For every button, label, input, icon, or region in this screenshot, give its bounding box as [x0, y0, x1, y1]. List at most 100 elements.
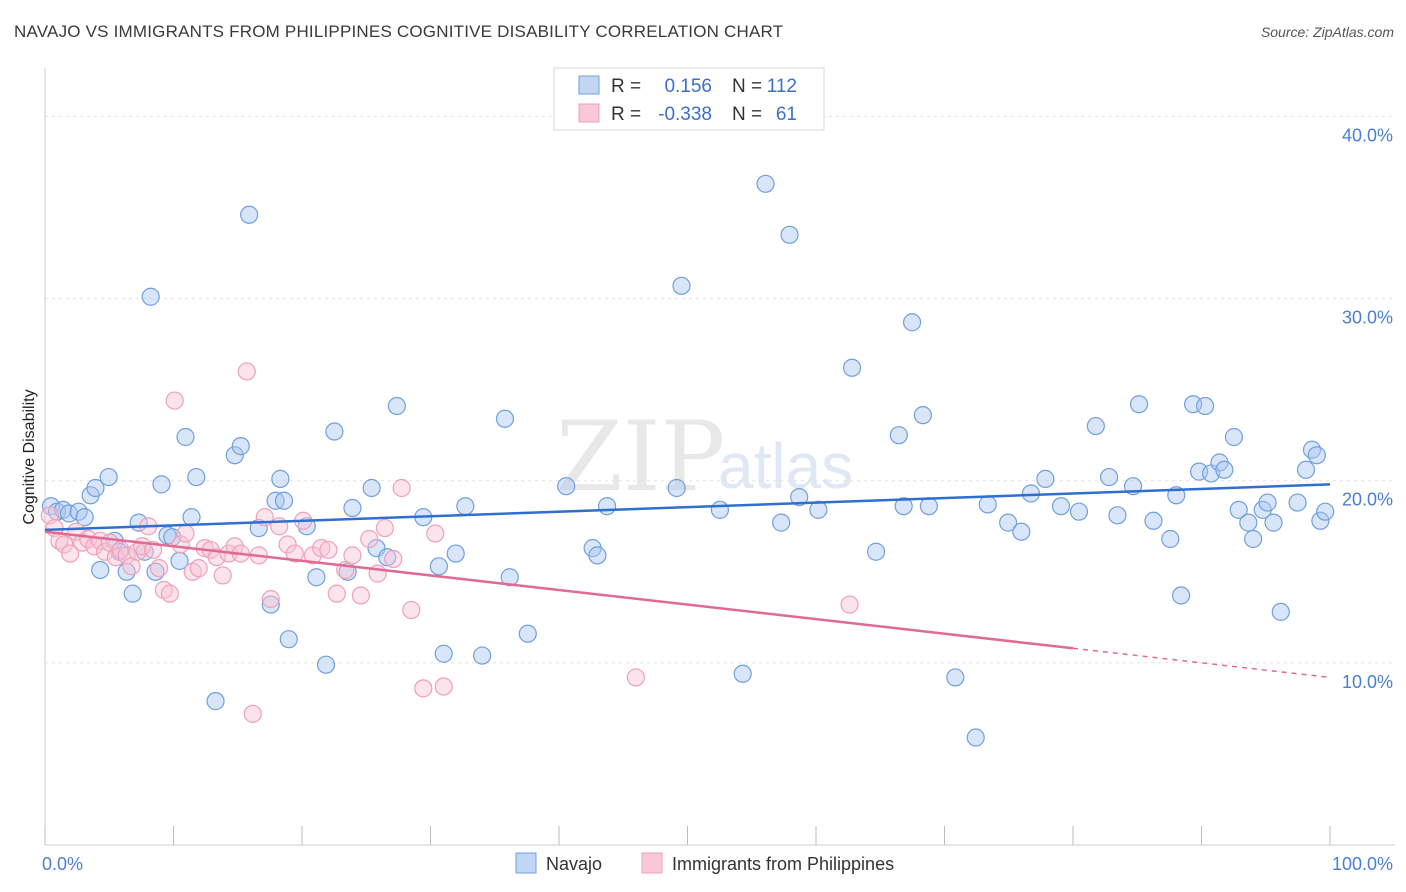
navajo-point	[597, 497, 617, 516]
navajo-point	[919, 497, 938, 516]
navajo-point	[518, 624, 537, 643]
navajo-point	[710, 500, 730, 519]
x-tick-label-max: 100.0%	[1332, 854, 1393, 874]
legend-swatch-philippines	[578, 103, 600, 123]
philippines-point	[392, 478, 411, 498]
navajo-point	[1302, 440, 1322, 459]
navajo-point	[1316, 502, 1335, 521]
philippines-point	[840, 595, 859, 614]
philippines-point	[243, 704, 262, 723]
navajo-point	[889, 426, 908, 445]
navajo-point	[343, 498, 362, 518]
navajo-point	[1051, 497, 1071, 516]
navajo-point	[913, 406, 932, 425]
philippines-point	[207, 548, 226, 567]
navajo-point	[261, 595, 280, 614]
watermark-zip: ZIP	[556, 401, 725, 513]
y-axis-label: Cognitive Disability	[21, 389, 38, 524]
chart-title: NAVAJO VS IMMIGRANTS FROM PHILIPPINES CO…	[14, 22, 784, 41]
navajo-point	[141, 287, 160, 306]
philippines-point	[176, 524, 195, 543]
navajo-point	[1271, 602, 1290, 621]
philippines-trend-extension	[1072, 647, 1331, 679]
navajo-point	[271, 469, 290, 488]
navajo-point	[1244, 529, 1263, 549]
navajo-point	[1161, 529, 1180, 549]
philippines-point	[360, 529, 379, 549]
navajo-point	[500, 568, 519, 587]
y-tick-label: 20.0%	[1342, 490, 1393, 510]
navajo-points	[41, 174, 1335, 747]
bottom-legend-swatch-navajo	[515, 852, 537, 874]
navajo-point	[99, 467, 118, 487]
navajo-point	[434, 644, 453, 663]
navajo-point	[978, 495, 997, 514]
navajo-point	[1012, 522, 1031, 541]
philippines-point	[626, 668, 645, 687]
navajo-point	[249, 518, 268, 538]
legend-n-value-1: 112	[767, 76, 797, 97]
philippines-point	[117, 546, 136, 565]
legend-n-label-2: N =	[732, 104, 762, 125]
navajo-point	[1288, 493, 1307, 512]
navajo-point	[429, 557, 449, 576]
philippines-point	[55, 535, 74, 554]
navajo-point	[999, 513, 1018, 532]
navajo-point	[1021, 484, 1041, 503]
bottom-legend-swatch-philippines	[641, 852, 663, 874]
philippines-point	[375, 518, 394, 538]
navajo-point	[1069, 502, 1089, 521]
navajo-point	[966, 728, 985, 747]
navajo-point	[316, 655, 336, 674]
navajo-point	[1264, 513, 1283, 532]
philippines-point	[285, 544, 304, 563]
philippines-point	[225, 537, 244, 556]
navajo-point	[1215, 460, 1234, 479]
navajo-point	[894, 497, 913, 516]
y-tick-label: 40.0%	[1342, 125, 1393, 145]
legend-r-value-2: -0.338	[658, 104, 712, 125]
navajo-point	[1099, 467, 1119, 487]
philippines-point	[426, 524, 445, 543]
navajo-point	[473, 646, 492, 665]
philippines-point	[213, 566, 232, 585]
philippines-point	[312, 539, 331, 558]
navajo-point	[182, 508, 201, 527]
philippines-point	[414, 679, 433, 698]
legend-r-value-1: 0.156	[664, 76, 712, 97]
philippines-point	[261, 590, 280, 609]
source-label: Source: ZipAtlas.com	[1260, 24, 1394, 40]
correlation-legend: R = 0.156 N = 112 R = -0.338 N = 61	[553, 67, 825, 131]
philippines-point	[149, 559, 169, 578]
philippines-point	[319, 540, 338, 560]
philippines-point	[237, 362, 256, 381]
navajo-point	[91, 560, 110, 580]
navajo-point	[456, 497, 475, 516]
legend-r-label-1: R =	[611, 76, 641, 97]
navajo-point	[1108, 506, 1127, 525]
navajo-point	[1129, 395, 1149, 414]
axes	[44, 68, 1395, 846]
navajo-point	[187, 467, 206, 487]
navajo-point	[557, 477, 576, 496]
navajo-point	[75, 508, 94, 527]
navajo-point	[206, 692, 225, 711]
navajo-point	[279, 630, 298, 649]
navajo-point	[117, 562, 136, 581]
philippines-point	[402, 600, 421, 620]
philippines-point	[189, 559, 208, 578]
navajo-point	[495, 409, 515, 428]
philippines-point	[327, 584, 346, 603]
navajo-point	[756, 174, 775, 193]
navajo-point	[842, 358, 862, 377]
navajo-point	[123, 584, 142, 603]
navajo-point	[1307, 446, 1326, 465]
navajo-point	[1239, 513, 1258, 532]
legend-n-value-2: 61	[776, 104, 797, 125]
navajo-point	[176, 427, 195, 447]
navajo-trend-line	[44, 483, 1331, 532]
navajo-point	[1224, 427, 1244, 447]
philippines-point	[165, 391, 184, 410]
bottom-legend-navajo: Navajo	[546, 854, 602, 874]
navajo-point	[231, 437, 250, 456]
